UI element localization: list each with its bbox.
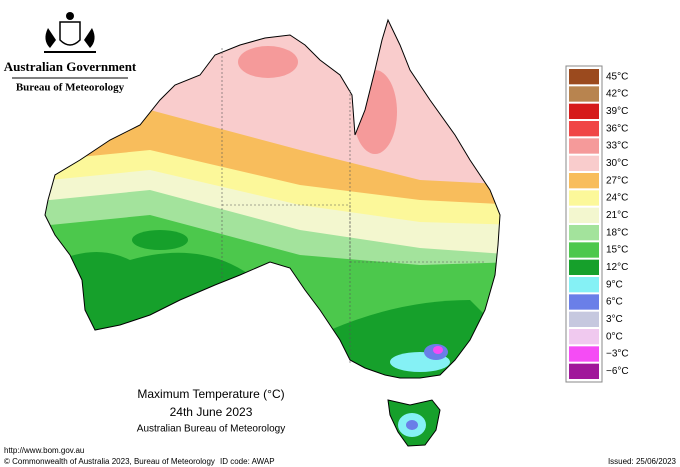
band-33 (238, 46, 298, 78)
legend-label: 12°C (606, 262, 628, 273)
legend-label: −3°C (606, 349, 629, 360)
map-date: 24th June 2023 (170, 405, 253, 419)
footer-url: http://www.bom.gov.au (4, 446, 84, 455)
tasmania-coast (387, 399, 441, 447)
legend: 45°C 42°C 39°C 36°C 33°C 30°C 27°C 24°C 21°C 18°C… (565, 65, 629, 383)
agency: Bureau of Meteorology (16, 82, 125, 94)
legend-swatch (569, 294, 599, 310)
band-minus3 (433, 346, 443, 354)
legend-label: 24°C (606, 193, 628, 204)
legend-label: 42°C (606, 89, 628, 100)
legend-label: −6°C (606, 366, 629, 377)
legend-swatch (569, 329, 599, 345)
legend-swatch (569, 138, 599, 154)
legend-swatch (569, 277, 599, 293)
legend-swatch (569, 363, 599, 379)
footer-id: ID code: AWAP (220, 457, 275, 466)
legend-label: 0°C (606, 331, 623, 342)
legend-label: 6°C (606, 297, 623, 308)
legend-label: 18°C (606, 227, 628, 238)
band-12 (45, 252, 250, 340)
map-title: Maximum Temperature (°C) (137, 387, 284, 401)
legend-label: 39°C (606, 106, 628, 117)
legend-swatch (569, 155, 599, 171)
government: Australian Government (4, 59, 137, 74)
legend-swatch (569, 225, 599, 241)
legend-swatch (569, 190, 599, 206)
legend-label: 45°C (606, 71, 628, 82)
band-33 (353, 70, 397, 154)
legend-label: 33°C (606, 141, 628, 152)
coastline (44, 18, 501, 379)
legend-swatch (569, 121, 599, 137)
legend-label: 15°C (606, 245, 628, 256)
legend-label: 21°C (606, 210, 628, 221)
legend-swatch (569, 207, 599, 223)
band-6 (406, 420, 418, 430)
legend-swatch (569, 103, 599, 119)
crest (44, 12, 96, 53)
legend-label: 27°C (606, 175, 628, 186)
legend-swatch (569, 242, 599, 258)
band-12 (132, 230, 188, 250)
legend-label: 3°C (606, 314, 623, 325)
legend-label: 30°C (606, 158, 628, 169)
footer-copyright: © Commonwealth of Australia 2023, Bureau… (4, 457, 215, 466)
legend-label: 9°C (606, 279, 623, 290)
legend-swatch (569, 69, 599, 85)
state-borders (221, 48, 485, 365)
map-source: Australian Bureau of Meteorology (137, 424, 285, 435)
legend-swatch (569, 259, 599, 275)
footer-issued: Issued: 25/06/2023 (608, 457, 677, 466)
legend-label: 36°C (606, 123, 628, 134)
legend-swatch (569, 173, 599, 189)
legend-swatch (569, 311, 599, 327)
legend-frame (565, 65, 603, 383)
legend-swatch (569, 346, 599, 362)
legend-swatch (569, 86, 599, 102)
